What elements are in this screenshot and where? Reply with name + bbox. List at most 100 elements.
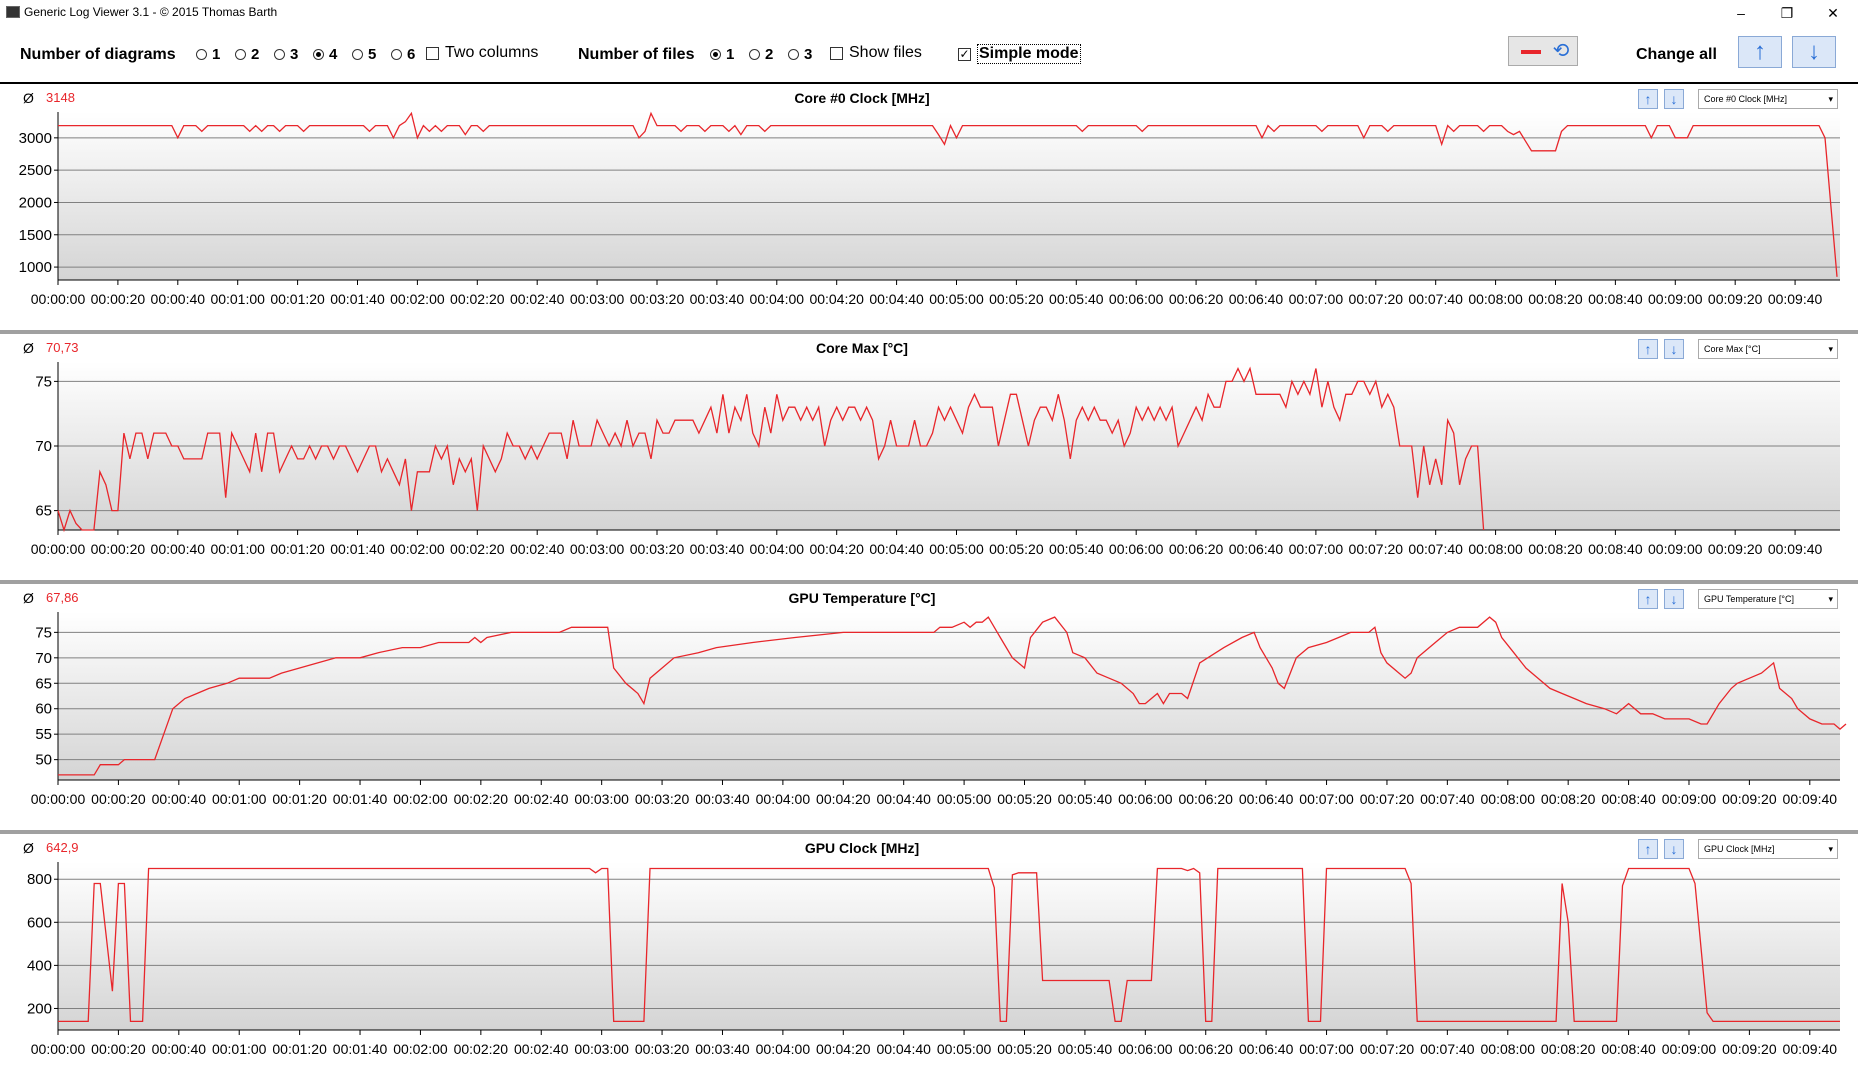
move-down-button[interactable]: ↓ bbox=[1664, 589, 1684, 609]
x-tick-label: 00:00:00 bbox=[31, 291, 86, 307]
radio-dot[interactable] bbox=[235, 49, 246, 60]
arrow-down-icon: ↓ bbox=[1670, 341, 1678, 357]
move-down-all-button[interactable]: ↓ bbox=[1792, 36, 1836, 68]
radio-dot[interactable] bbox=[313, 49, 324, 60]
radio-dot[interactable] bbox=[710, 49, 721, 60]
x-tick-label: 00:04:00 bbox=[756, 1041, 811, 1057]
diagrams-radio-3[interactable]: 3 bbox=[274, 46, 298, 63]
y-tick-label: 60 bbox=[35, 701, 52, 718]
y-tick-label: 65 bbox=[35, 675, 52, 692]
channel-select-value: GPU Clock [MHz] bbox=[1704, 844, 1775, 854]
show-files-checkbox[interactable]: Show files bbox=[830, 44, 922, 62]
channel-select[interactable]: Core #0 Clock [MHz] ▾ bbox=[1698, 89, 1838, 109]
x-tick-label: 00:03:20 bbox=[635, 1041, 690, 1057]
files-radio-3[interactable]: 3 bbox=[788, 46, 812, 63]
x-tick-label: 00:02:40 bbox=[510, 541, 565, 557]
x-tick-label: 00:03:20 bbox=[630, 541, 685, 557]
radio-dot[interactable] bbox=[749, 49, 760, 60]
move-down-button[interactable]: ↓ bbox=[1664, 89, 1684, 109]
x-tick-label: 00:08:20 bbox=[1528, 291, 1583, 307]
panel-separator[interactable] bbox=[0, 330, 1858, 334]
move-up-button[interactable]: ↑ bbox=[1638, 89, 1658, 109]
x-tick-label: 00:00:40 bbox=[152, 1041, 207, 1057]
close-button[interactable]: ✕ bbox=[1827, 5, 1839, 21]
x-tick-label: 00:09:40 bbox=[1783, 791, 1838, 807]
channel-select[interactable]: GPU Temperature [°C] ▾ bbox=[1698, 589, 1838, 609]
radio-dot[interactable] bbox=[352, 49, 363, 60]
chevron-down-icon: ▾ bbox=[1828, 844, 1833, 854]
move-up-button[interactable]: ↑ bbox=[1638, 839, 1658, 859]
x-tick-label: 00:09:00 bbox=[1662, 1041, 1717, 1057]
checkbox-box-checked[interactable]: ✓ bbox=[958, 46, 971, 61]
move-up-button[interactable]: ↑ bbox=[1638, 339, 1658, 359]
move-up-button[interactable]: ↑ bbox=[1638, 589, 1658, 609]
plot-area bbox=[58, 862, 1840, 1030]
channel-select[interactable]: GPU Clock [MHz] ▾ bbox=[1698, 839, 1838, 859]
x-tick-label: 00:03:00 bbox=[570, 541, 625, 557]
x-tick-label: 00:06:00 bbox=[1109, 291, 1164, 307]
simple-mode-checkbox[interactable]: ✓ Simple mode bbox=[958, 44, 1081, 64]
x-tick-label: 00:05:20 bbox=[997, 1041, 1052, 1057]
x-tick-label: 00:06:20 bbox=[1169, 291, 1224, 307]
diagrams-radio-4[interactable]: 4 bbox=[313, 46, 337, 63]
checkbox-box[interactable] bbox=[426, 46, 439, 60]
files-radio-2[interactable]: 2 bbox=[749, 46, 773, 63]
diagrams-radio-5[interactable]: 5 bbox=[352, 46, 376, 63]
x-tick-label: 00:03:00 bbox=[574, 791, 629, 807]
x-tick-label: 00:06:40 bbox=[1239, 1041, 1294, 1057]
x-tick-label: 00:02:20 bbox=[450, 291, 505, 307]
panel-separator[interactable] bbox=[0, 580, 1858, 584]
x-tick-label: 00:02:00 bbox=[393, 1041, 448, 1057]
x-tick-label: 00:01:00 bbox=[210, 541, 265, 557]
two-columns-checkbox[interactable]: Two columns bbox=[426, 44, 538, 62]
line-style-button[interactable]: ⟲ bbox=[1508, 36, 1578, 66]
diagram-title: Core Max [°C] bbox=[816, 340, 908, 356]
x-tick-label: 00:01:40 bbox=[330, 541, 385, 557]
average-value: 3148 bbox=[46, 90, 75, 105]
x-tick-label: 00:06:00 bbox=[1118, 1041, 1173, 1057]
x-tick-label: 00:08:40 bbox=[1588, 291, 1643, 307]
x-tick-label: 00:00:20 bbox=[91, 1041, 146, 1057]
line-chart: 200 400 600 800 00:00:00 00:00:20 00:00:40 00:0… bbox=[27, 862, 1840, 1057]
plot-area bbox=[58, 612, 1840, 780]
diagrams-radio-2[interactable]: 2 bbox=[235, 46, 259, 63]
average-value: 70,73 bbox=[46, 340, 79, 355]
x-tick-label: 00:07:20 bbox=[1360, 791, 1415, 807]
x-tick-label: 00:06:40 bbox=[1239, 791, 1294, 807]
x-tick-label: 00:00:00 bbox=[31, 1041, 86, 1057]
move-up-all-button[interactable]: ↑ bbox=[1738, 36, 1782, 68]
y-tick-label: 200 bbox=[27, 1000, 52, 1017]
minimize-button[interactable]: – bbox=[1737, 5, 1745, 21]
diagram-panel: 50 55 60 65 70 75 00:00:00 00:00:20 00:00:40 00:0… bbox=[0, 584, 1858, 834]
arrow-down-icon: ↓ bbox=[1808, 38, 1820, 65]
radio-dot[interactable] bbox=[196, 49, 207, 60]
move-down-button[interactable]: ↓ bbox=[1664, 339, 1684, 359]
series-line bbox=[58, 111, 1838, 277]
x-tick-label: 00:06:00 bbox=[1109, 541, 1164, 557]
x-tick-label: 00:03:00 bbox=[570, 291, 625, 307]
restore-button[interactable]: ❐ bbox=[1780, 5, 1794, 21]
channel-select[interactable]: Core Max [°C] ▾ bbox=[1698, 339, 1838, 359]
x-tick-label: 00:05:20 bbox=[989, 541, 1044, 557]
diagrams-radio-6[interactable]: 6 bbox=[391, 46, 415, 63]
radio-dot[interactable] bbox=[274, 49, 285, 60]
x-tick-label: 00:06:20 bbox=[1178, 1041, 1233, 1057]
files-radio-1[interactable]: 1 bbox=[710, 46, 734, 63]
radio-dot[interactable] bbox=[788, 49, 799, 60]
channel-select-value: GPU Temperature [°C] bbox=[1704, 594, 1794, 604]
series-line bbox=[58, 867, 1840, 1023]
move-down-button[interactable]: ↓ bbox=[1664, 839, 1684, 859]
x-tick-label: 00:06:40 bbox=[1229, 291, 1284, 307]
x-tick-label: 00:08:40 bbox=[1601, 1041, 1656, 1057]
panel-separator[interactable] bbox=[0, 830, 1858, 834]
diagrams-radio-label: 4 bbox=[329, 46, 338, 63]
x-tick-label: 00:05:40 bbox=[1049, 291, 1104, 307]
radio-dot[interactable] bbox=[391, 49, 402, 60]
x-tick-label: 00:05:00 bbox=[929, 291, 984, 307]
diagram-title: GPU Clock [MHz] bbox=[804, 840, 920, 856]
line-color-swatch bbox=[1521, 50, 1541, 54]
x-tick-label: 00:07:40 bbox=[1408, 291, 1463, 307]
checkbox-box[interactable] bbox=[830, 46, 843, 60]
diagrams-radio-1[interactable]: 1 bbox=[196, 46, 220, 63]
average-symbol: Ø bbox=[23, 90, 34, 106]
